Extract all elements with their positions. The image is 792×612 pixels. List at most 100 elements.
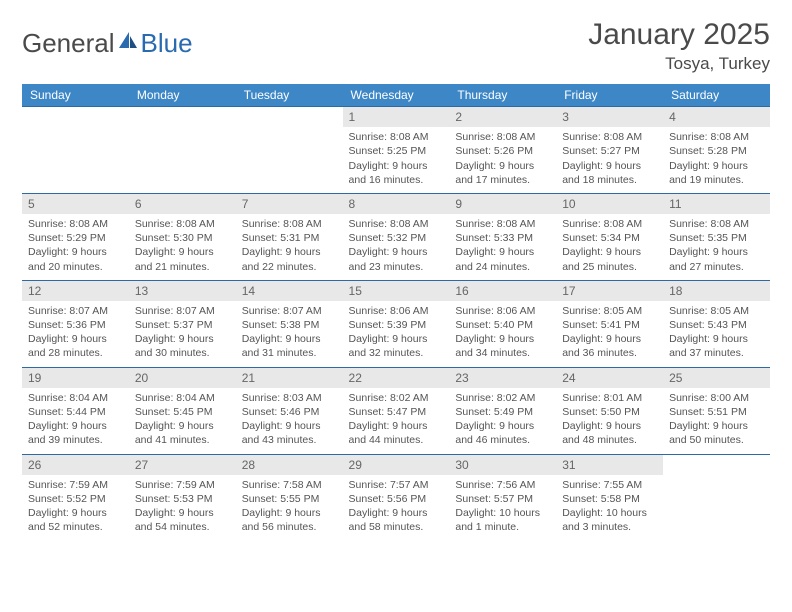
day-number: 2 bbox=[449, 107, 556, 127]
daylight-text: and 16 minutes. bbox=[349, 173, 444, 187]
sunrise-text: Sunrise: 8:06 AM bbox=[455, 304, 550, 318]
sunset-text: Sunset: 5:51 PM bbox=[669, 405, 764, 419]
sunset-text: Sunset: 5:55 PM bbox=[242, 492, 337, 506]
daylight-text: Daylight: 9 hours bbox=[455, 332, 550, 346]
day-content: Sunrise: 8:03 AMSunset: 5:46 PMDaylight:… bbox=[236, 388, 343, 454]
day-cell: 2Sunrise: 8:08 AMSunset: 5:26 PMDaylight… bbox=[449, 107, 556, 194]
day-number: 13 bbox=[129, 281, 236, 301]
day-content: Sunrise: 8:08 AMSunset: 5:27 PMDaylight:… bbox=[556, 127, 663, 193]
daylight-text: Daylight: 9 hours bbox=[349, 506, 444, 520]
sunset-text: Sunset: 5:58 PM bbox=[562, 492, 657, 506]
day-number: 15 bbox=[343, 281, 450, 301]
sunset-text: Sunset: 5:44 PM bbox=[28, 405, 123, 419]
day-cell: 17Sunrise: 8:05 AMSunset: 5:41 PMDayligh… bbox=[556, 280, 663, 367]
daylight-text: and 20 minutes. bbox=[28, 260, 123, 274]
daylight-text: Daylight: 9 hours bbox=[242, 419, 337, 433]
daylight-text: Daylight: 9 hours bbox=[562, 332, 657, 346]
day-cell: 13Sunrise: 8:07 AMSunset: 5:37 PMDayligh… bbox=[129, 280, 236, 367]
sunrise-text: Sunrise: 8:03 AM bbox=[242, 391, 337, 405]
sunset-text: Sunset: 5:57 PM bbox=[455, 492, 550, 506]
daylight-text: and 24 minutes. bbox=[455, 260, 550, 274]
daylight-text: Daylight: 9 hours bbox=[562, 245, 657, 259]
daylight-text: Daylight: 9 hours bbox=[349, 159, 444, 173]
daylight-text: and 30 minutes. bbox=[135, 346, 230, 360]
day-number: 16 bbox=[449, 281, 556, 301]
day-content: Sunrise: 8:01 AMSunset: 5:50 PMDaylight:… bbox=[556, 388, 663, 454]
sunrise-text: Sunrise: 8:08 AM bbox=[669, 217, 764, 231]
day-number: 10 bbox=[556, 194, 663, 214]
brand-part1: General bbox=[22, 28, 115, 59]
day-cell: 15Sunrise: 8:06 AMSunset: 5:39 PMDayligh… bbox=[343, 280, 450, 367]
daylight-text: Daylight: 9 hours bbox=[242, 332, 337, 346]
sunset-text: Sunset: 5:56 PM bbox=[349, 492, 444, 506]
day-number: 14 bbox=[236, 281, 343, 301]
day-cell: 6Sunrise: 8:08 AMSunset: 5:30 PMDaylight… bbox=[129, 193, 236, 280]
sunrise-text: Sunrise: 8:08 AM bbox=[135, 217, 230, 231]
day-cell bbox=[129, 107, 236, 194]
sunrise-text: Sunrise: 7:57 AM bbox=[349, 478, 444, 492]
sunrise-text: Sunrise: 8:08 AM bbox=[455, 130, 550, 144]
location: Tosya, Turkey bbox=[588, 54, 770, 74]
day-cell bbox=[22, 107, 129, 194]
day-number: 9 bbox=[449, 194, 556, 214]
day-content: Sunrise: 8:06 AMSunset: 5:39 PMDaylight:… bbox=[343, 301, 450, 367]
sunset-text: Sunset: 5:34 PM bbox=[562, 231, 657, 245]
daylight-text: Daylight: 9 hours bbox=[28, 245, 123, 259]
week-row: 19Sunrise: 8:04 AMSunset: 5:44 PMDayligh… bbox=[22, 367, 770, 454]
day-cell: 3Sunrise: 8:08 AMSunset: 5:27 PMDaylight… bbox=[556, 107, 663, 194]
day-content: Sunrise: 7:55 AMSunset: 5:58 PMDaylight:… bbox=[556, 475, 663, 541]
daylight-text: Daylight: 9 hours bbox=[242, 245, 337, 259]
daylight-text: and 43 minutes. bbox=[242, 433, 337, 447]
day-number: 29 bbox=[343, 455, 450, 475]
day-content: Sunrise: 7:58 AMSunset: 5:55 PMDaylight:… bbox=[236, 475, 343, 541]
day-content: Sunrise: 8:07 AMSunset: 5:36 PMDaylight:… bbox=[22, 301, 129, 367]
week-row: 1 Sunrise: 8:08 AM Sunset: 5:25 PMDaylight… bbox=[22, 107, 770, 194]
sunrise-text: Sunrise: 8:05 AM bbox=[562, 304, 657, 318]
day-cell: 8Sunrise: 8:08 AMSunset: 5:32 PMDaylight… bbox=[343, 193, 450, 280]
daylight-text: Daylight: 10 hours bbox=[562, 506, 657, 520]
sunset-text: Sunset: 5:40 PM bbox=[455, 318, 550, 332]
daylight-text: and 18 minutes. bbox=[562, 173, 657, 187]
day-cell: 31Sunrise: 7:55 AMSunset: 5:58 PMDayligh… bbox=[556, 454, 663, 540]
sunset-text: Sunset: 5:50 PM bbox=[562, 405, 657, 419]
day-cell: 4Sunrise: 8:08 AMSunset: 5:28 PMDaylight… bbox=[663, 107, 770, 194]
day-content: Sunrise: 8:05 AMSunset: 5:41 PMDaylight:… bbox=[556, 301, 663, 367]
day-number: 26 bbox=[22, 455, 129, 475]
daylight-text: and 54 minutes. bbox=[135, 520, 230, 534]
day-number: 5 bbox=[22, 194, 129, 214]
sunset-text: Sunset: 5:49 PM bbox=[455, 405, 550, 419]
day-number: 24 bbox=[556, 368, 663, 388]
daylight-text: Daylight: 9 hours bbox=[455, 245, 550, 259]
sunset-text: Sunset: 5:36 PM bbox=[28, 318, 123, 332]
sunrise-text: Sunrise: 8:08 AM bbox=[242, 217, 337, 231]
day-content: Sunrise: 8:08 AMSunset: 5:28 PMDaylight:… bbox=[663, 127, 770, 193]
sunrise-text: Sunrise: 8:02 AM bbox=[349, 391, 444, 405]
sunrise-text: Sunrise: 7:59 AM bbox=[28, 478, 123, 492]
day-number: 6 bbox=[129, 194, 236, 214]
day-content: Sunrise: 8:06 AMSunset: 5:40 PMDaylight:… bbox=[449, 301, 556, 367]
daylight-text: and 44 minutes. bbox=[349, 433, 444, 447]
day-content: Sunrise: 8:08 AMSunset: 5:33 PMDaylight:… bbox=[449, 214, 556, 280]
weekday-header: Monday bbox=[129, 84, 236, 107]
day-content: Sunrise: 7:59 AMSunset: 5:53 PMDaylight:… bbox=[129, 475, 236, 541]
daylight-text: and 56 minutes. bbox=[242, 520, 337, 534]
daylight-text: Daylight: 9 hours bbox=[135, 332, 230, 346]
sunset-text: Sunset: 5:47 PM bbox=[349, 405, 444, 419]
sunrise-text: Sunrise: 8:07 AM bbox=[28, 304, 123, 318]
day-cell: 18Sunrise: 8:05 AMSunset: 5:43 PMDayligh… bbox=[663, 280, 770, 367]
daylight-text: and 50 minutes. bbox=[669, 433, 764, 447]
sunset-text: Sunset: 5:39 PM bbox=[349, 318, 444, 332]
sunset-text: Sunset: 5:25 PM bbox=[349, 144, 444, 158]
sunrise-text: Sunrise: 8:07 AM bbox=[135, 304, 230, 318]
day-number: 28 bbox=[236, 455, 343, 475]
day-number: 30 bbox=[449, 455, 556, 475]
day-cell: 7Sunrise: 8:08 AMSunset: 5:31 PMDaylight… bbox=[236, 193, 343, 280]
sunrise-text: Sunrise: 8:07 AM bbox=[242, 304, 337, 318]
daylight-text: and 3 minutes. bbox=[562, 520, 657, 534]
day-number: 11 bbox=[663, 194, 770, 214]
daylight-text: Daylight: 9 hours bbox=[669, 245, 764, 259]
day-number: 1 bbox=[343, 107, 450, 127]
day-cell: 12Sunrise: 8:07 AMSunset: 5:36 PMDayligh… bbox=[22, 280, 129, 367]
sunset-text: Sunset: 5:38 PM bbox=[242, 318, 337, 332]
daylight-text: Daylight: 9 hours bbox=[135, 506, 230, 520]
